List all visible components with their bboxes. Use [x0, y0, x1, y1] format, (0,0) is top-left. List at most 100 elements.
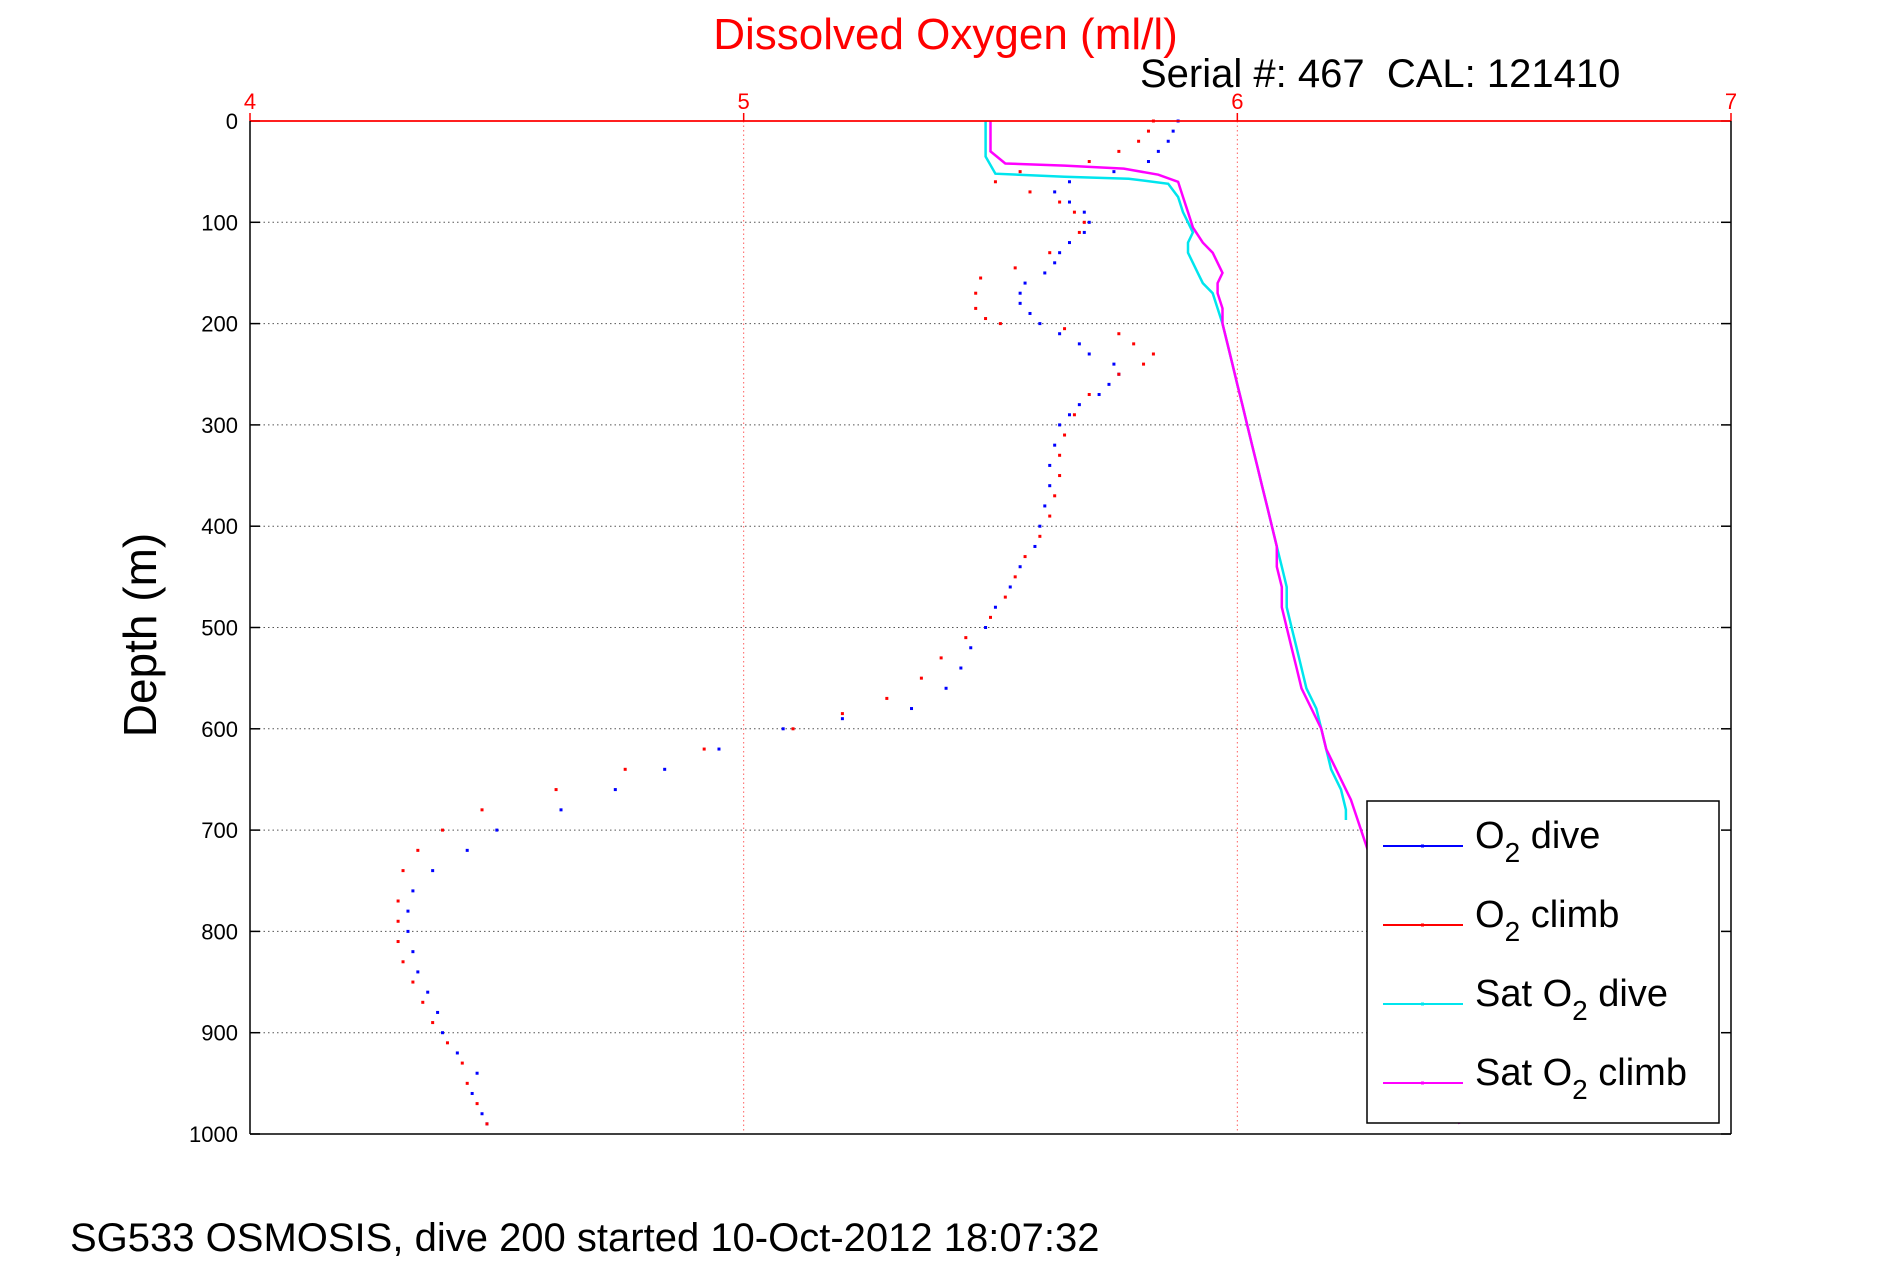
legend-box [1366, 800, 1720, 1124]
x-tick-label: 4 [244, 89, 256, 114]
series-sat-o2-climb [989, 121, 1461, 1125]
data-point [1077, 230, 1081, 234]
data-point [1038, 524, 1042, 528]
data-point [1038, 322, 1042, 326]
y-tick-label: 1000 [189, 1122, 238, 1147]
data-point [1053, 494, 1057, 498]
data-point [1058, 453, 1062, 457]
data-point [1013, 266, 1017, 270]
y-tick-label: 500 [201, 616, 238, 641]
data-point [411, 980, 415, 984]
data-point [455, 1051, 459, 1055]
data-point [1082, 230, 1086, 234]
data-point [431, 1021, 435, 1025]
data-point [974, 291, 978, 295]
data-point [1107, 382, 1111, 386]
legend-marker [1421, 844, 1424, 848]
data-point [431, 869, 435, 873]
axes: 4 5 6 7 0 100 200 300 400 500 600 700 800 900 1000 [189, 89, 1737, 1147]
x-tick-label: 7 [1725, 89, 1737, 114]
dive-caption: SG533 OSMOSIS, dive 200 started 10-Oct-2… [70, 1216, 1100, 1260]
data-point [1072, 210, 1076, 214]
data-point [1087, 160, 1091, 164]
data-point [416, 970, 420, 974]
data-point [984, 317, 988, 321]
data-point [396, 940, 400, 944]
data-point [613, 788, 617, 792]
data-point [989, 615, 992, 619]
series-line [984, 121, 1348, 820]
data-point [1043, 271, 1047, 275]
data-point [1072, 413, 1076, 417]
data-point [1038, 534, 1042, 538]
data-point [465, 848, 469, 852]
data-point [1063, 327, 1067, 331]
data-point [1053, 261, 1057, 265]
data-point [1117, 372, 1121, 376]
data-point [1112, 170, 1116, 174]
series-o2-climb [396, 119, 1155, 1126]
data-point [495, 828, 499, 832]
chart-subtitle: Serial #: 467 CAL: 121410 [1140, 52, 1621, 96]
data-point [1008, 585, 1012, 589]
data-point [1067, 180, 1071, 184]
data-point [1117, 149, 1121, 153]
data-point [959, 666, 963, 670]
legend: O2 dive O2 climb Sat O2 dive Sat O2 climb [1366, 800, 1720, 1124]
data-point [944, 686, 948, 690]
data-point [470, 1091, 474, 1095]
data-point [480, 808, 484, 812]
data-point [445, 1041, 449, 1045]
data-point [919, 676, 923, 680]
y-tick-label: 900 [201, 1021, 238, 1046]
data-point [1117, 332, 1121, 336]
data-point [791, 727, 795, 731]
data-point [436, 1010, 440, 1014]
y-tick-label: 0 [226, 109, 238, 134]
y-tick-label: 700 [201, 818, 238, 843]
data-point [1166, 139, 1170, 143]
data-point [1132, 342, 1136, 346]
data-point [998, 322, 1002, 326]
data-point [441, 1031, 445, 1035]
data-point [663, 767, 667, 771]
data-point [411, 889, 415, 893]
data-point [984, 626, 988, 629]
data-point [1156, 149, 1160, 153]
data-point [1087, 352, 1091, 356]
series-line [989, 121, 1461, 1125]
data-point [1018, 301, 1022, 305]
data-point [485, 1122, 489, 1126]
data-point [1048, 484, 1052, 488]
data-point [623, 767, 627, 771]
data-point [1058, 200, 1062, 204]
legend-label: Sat O2 dive [1475, 973, 1668, 1026]
data-point [475, 1071, 479, 1075]
y-tick-label: 400 [201, 514, 238, 539]
data-point [559, 808, 563, 812]
data-point [421, 1000, 425, 1004]
y-tick-label: 600 [201, 717, 238, 742]
data-point [1028, 311, 1032, 315]
data-point [993, 180, 997, 184]
data-point [401, 869, 405, 873]
data-point [1018, 291, 1022, 295]
data-point [406, 909, 410, 913]
data-point [1077, 342, 1081, 346]
data-point [1028, 190, 1032, 194]
y-tick-label: 200 [201, 312, 238, 337]
data-point [1067, 413, 1071, 417]
data-point [1003, 595, 1007, 599]
data-point [964, 636, 968, 640]
data-point [840, 717, 844, 721]
data-point [1077, 403, 1081, 407]
data-point [1087, 393, 1091, 397]
data-point [1058, 423, 1062, 427]
data-point [1142, 362, 1146, 366]
data-point [460, 1061, 464, 1065]
data-point [1048, 463, 1052, 467]
data-point [1033, 544, 1037, 548]
legend-label: O2 dive [1475, 815, 1600, 868]
series-layer [396, 119, 1461, 1126]
